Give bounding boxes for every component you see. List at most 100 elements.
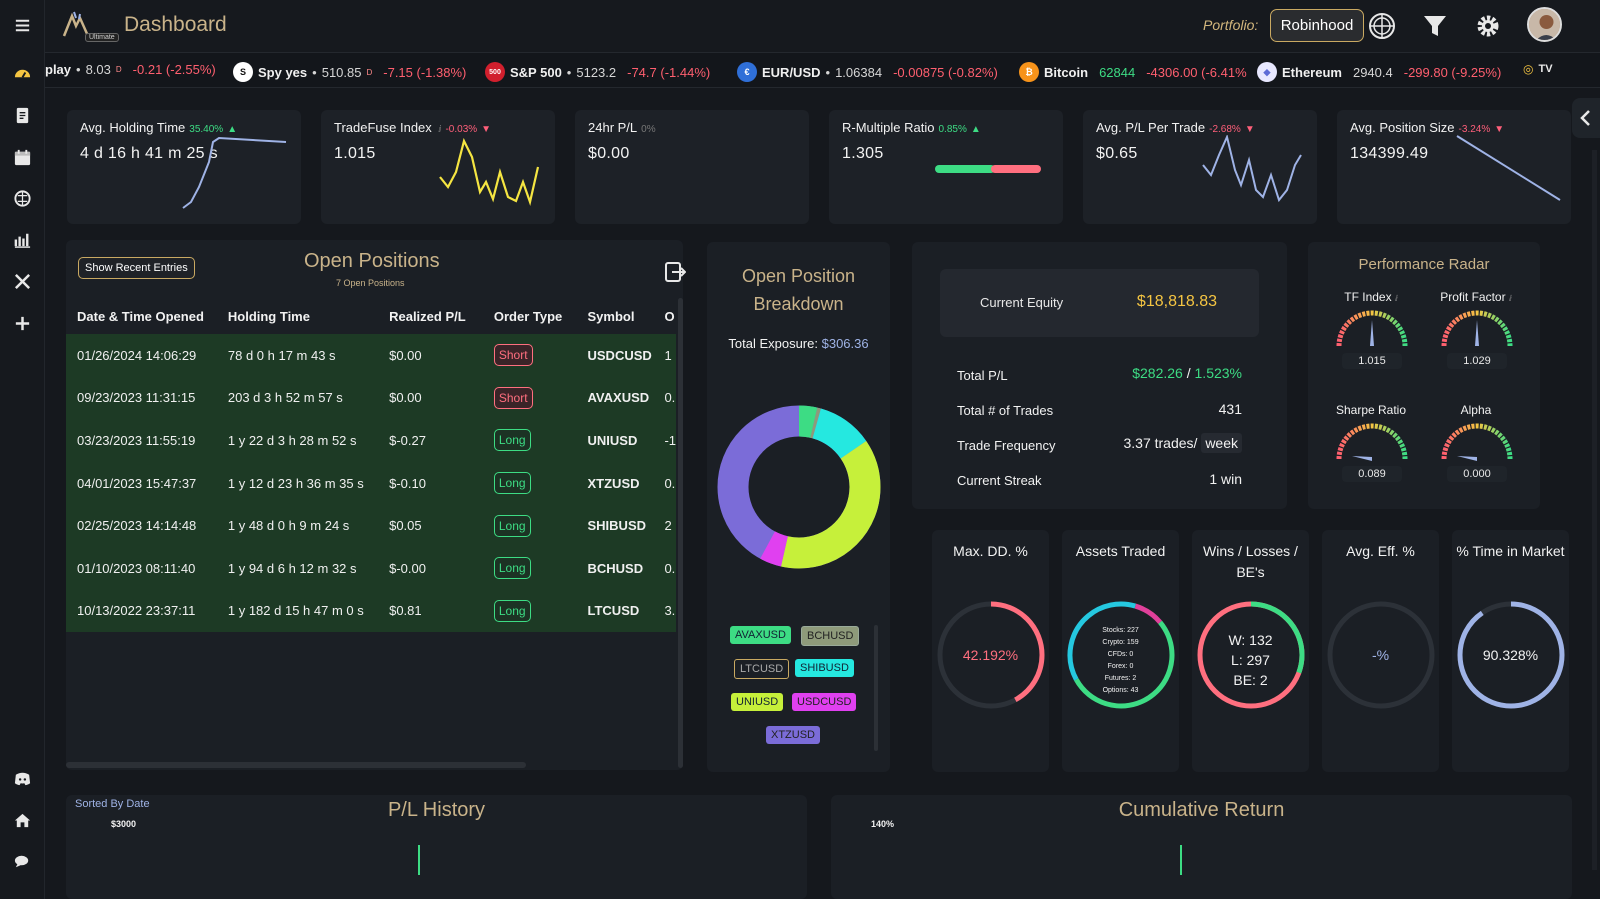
- collapse-panel-button[interactable]: [1572, 98, 1600, 138]
- ring-title: Avg. Eff. %: [1346, 543, 1415, 559]
- table-row[interactable]: 01/10/2023 08:11:40 1 y 94 d 6 h 12 m 32 …: [66, 546, 676, 590]
- filter-icon[interactable]: [1421, 12, 1449, 40]
- legend-xtzusd[interactable]: XTZUSD: [766, 726, 820, 744]
- ticker-item[interactable]: play • 8.03 D -0.21 (-2.55%): [45, 62, 216, 77]
- ticker-item[interactable]: S Spy yes • 510.85 D -7.15 (-1.38%): [233, 62, 466, 82]
- tools-icon[interactable]: [10, 269, 34, 293]
- journal-icon[interactable]: [10, 103, 34, 127]
- cell-symbol[interactable]: SHIBUSD: [576, 504, 654, 547]
- sidebar: [0, 0, 45, 899]
- add-icon[interactable]: [10, 311, 34, 335]
- col-overflow[interactable]: O: [653, 298, 676, 334]
- asset-options: Options: 43: [1102, 687, 1139, 694]
- globe-icon[interactable]: [1368, 12, 1396, 40]
- table-vertical-scrollbar[interactable]: [678, 298, 683, 768]
- ticker-item[interactable]: 500 S&P 500 • 5123.2 -74.7 (-1.44%): [485, 62, 710, 82]
- ticker-change: -0.21 (-2.55%): [132, 62, 216, 77]
- portfolio-selector[interactable]: Robinhood: [1270, 9, 1364, 42]
- frequency-unit-select[interactable]: week: [1201, 433, 1242, 453]
- legend-scrollbar[interactable]: [874, 625, 878, 751]
- cell-symbol[interactable]: AVAXUSD: [576, 376, 654, 420]
- dashboard-gauge-icon[interactable]: [10, 61, 34, 85]
- ticker-item[interactable]: ₿ Bitcoin 62844 -4306.00 (-6.41%: [1019, 62, 1247, 82]
- info-icon[interactable]: ⅈ: [1394, 294, 1398, 303]
- col-holding[interactable]: Holding Time: [216, 298, 379, 334]
- table-row[interactable]: 10/13/2022 23:37:11 1 y 182 d 15 h 47 m 0…: [66, 589, 676, 633]
- wins-losses-card: Wins / Losses / BE's W: 132 L: 297 BE: 2: [1192, 530, 1309, 772]
- menu-icon[interactable]: [10, 13, 34, 37]
- table-row[interactable]: 01/26/2024 14:06:29 78 d 0 h 17 m 43 s $0.…: [66, 334, 676, 377]
- settings-gear-icon[interactable]: [1474, 12, 1502, 40]
- gauge-value-sharpe: 0.089: [1342, 466, 1402, 482]
- col-symbol[interactable]: Symbol: [576, 298, 654, 334]
- home-icon[interactable]: [10, 808, 34, 832]
- cell-date: 04/01/2023 15:47:37: [66, 461, 217, 505]
- kpi-title: Avg. Position Size: [1350, 120, 1455, 135]
- legend-shibusd[interactable]: SHIBUSD: [795, 659, 854, 677]
- gauge-value-alpha: 0.000: [1447, 466, 1507, 482]
- cell-overflow: 1: [653, 334, 676, 377]
- sort-label[interactable]: Sorted By Date: [75, 798, 150, 810]
- arrow-down-icon: ▼: [1244, 124, 1255, 135]
- cell-holding: 1 y 48 d 0 h 9 m 24 s: [216, 504, 379, 547]
- arrow-up-icon: ▲: [970, 124, 981, 135]
- ticker-price: 1.06384: [835, 64, 883, 80]
- market-ticker: play • 8.03 D -0.21 (-2.55%) S Spy yes • 51…: [45, 52, 1600, 88]
- user-avatar[interactable]: [1527, 7, 1562, 42]
- info-icon[interactable]: ⅈ: [1508, 294, 1512, 303]
- brain-icon[interactable]: [10, 186, 34, 210]
- col-pl[interactable]: Realized P/L: [378, 298, 483, 334]
- calendar-icon[interactable]: [10, 145, 34, 169]
- ethereum-icon: ◆: [1257, 62, 1277, 82]
- horizontal-scrollbar[interactable]: [66, 762, 526, 768]
- table-row[interactable]: 09/23/2023 11:31:15 203 d 3 h 52 m 57 s $0…: [66, 376, 676, 420]
- arrow-up-icon: ▲: [227, 124, 238, 135]
- cell-holding: 1 y 22 d 3 h 28 m 52 s: [216, 419, 379, 462]
- legend-ltcusd[interactable]: LTCUSD: [734, 659, 790, 679]
- col-date[interactable]: Date & Time Opened: [66, 298, 217, 334]
- ticker-item[interactable]: ◆ Ethereum 2940.4 -299.80 (-9.25%): [1257, 62, 1501, 82]
- col-order[interactable]: Order Type: [482, 298, 577, 334]
- breakdown-title: Open Position Breakdown: [707, 262, 890, 318]
- cell-symbol[interactable]: XTZUSD: [576, 461, 654, 505]
- assets-breakdown: Stocks: 227 Crypto: 159 CFDs: 0 Forex: 0…: [1062, 625, 1179, 697]
- cell-symbol[interactable]: LTCUSD: [576, 589, 654, 633]
- ticker-name: Spy yes: [258, 64, 308, 80]
- discord-icon[interactable]: [10, 766, 34, 790]
- export-icon[interactable]: [664, 261, 686, 283]
- total-trades-value: 431: [1218, 401, 1242, 417]
- tradefuse-logo: [60, 10, 92, 42]
- cell-symbol[interactable]: BCHUSD: [576, 546, 654, 590]
- ticker-sup: D: [115, 65, 122, 74]
- analytics-chart-icon[interactable]: [10, 227, 34, 251]
- kpi-avg-pl-per-trade: Avg. P/L Per Trade -2.68% ▼ $0.65: [1083, 110, 1317, 224]
- cell-holding: 1 y 182 d 15 h 47 m 0 s: [216, 589, 379, 633]
- ticker-name: Bitcoin: [1044, 64, 1089, 80]
- cell-overflow: 2: [653, 504, 676, 547]
- ticker-item[interactable]: € EUR/USD • 1.06384 -0.00875 (-0.82%): [737, 62, 998, 82]
- legend-bchusd[interactable]: BCHUSD: [801, 626, 860, 646]
- table-row[interactable]: 02/25/2023 14:14:48 1 y 48 d 0 h 9 m 24 s…: [66, 504, 676, 547]
- legend-avaxusd[interactable]: AVAXUSD: [730, 626, 791, 644]
- show-recent-entries-button[interactable]: Show Recent Entries: [78, 257, 195, 279]
- trade-frequency-label: Trade Frequency: [957, 438, 1056, 453]
- table-header-row: Date & Time Opened Holding Time Realized…: [66, 298, 676, 334]
- cell-symbol[interactable]: USDCUSD: [576, 334, 654, 377]
- chat-icon[interactable]: [10, 849, 34, 873]
- vertical-scrollbar[interactable]: [1592, 150, 1597, 870]
- table-row[interactable]: 04/01/2023 15:47:37 1 y 12 d 23 h 36 m 35…: [66, 461, 676, 505]
- cell-pl: $-0.10: [378, 461, 483, 505]
- cell-symbol[interactable]: UNIUSD: [576, 419, 654, 462]
- asset-forex: Forex: 0: [1107, 663, 1134, 670]
- current-equity-box: Current Equity $18,818.83: [940, 269, 1259, 337]
- page-title: Dashboard: [124, 13, 227, 36]
- legend-usdcusd[interactable]: USDCUSD: [792, 693, 857, 711]
- table-row[interactable]: 03/23/2023 11:55:19 1 y 22 d 3 h 28 m 52 …: [66, 419, 676, 462]
- asset-futures: Futures: 2: [1104, 675, 1137, 682]
- legend-uniusd[interactable]: UNIUSD: [731, 693, 784, 711]
- wl-title-line1: Wins / Losses /: [1203, 543, 1298, 559]
- open-positions-title: Open Positions: [304, 250, 440, 272]
- ring-title: Max. DD. %: [953, 543, 1028, 559]
- info-icon[interactable]: ⅈ: [435, 124, 442, 134]
- cell-overflow: 0.: [653, 546, 676, 590]
